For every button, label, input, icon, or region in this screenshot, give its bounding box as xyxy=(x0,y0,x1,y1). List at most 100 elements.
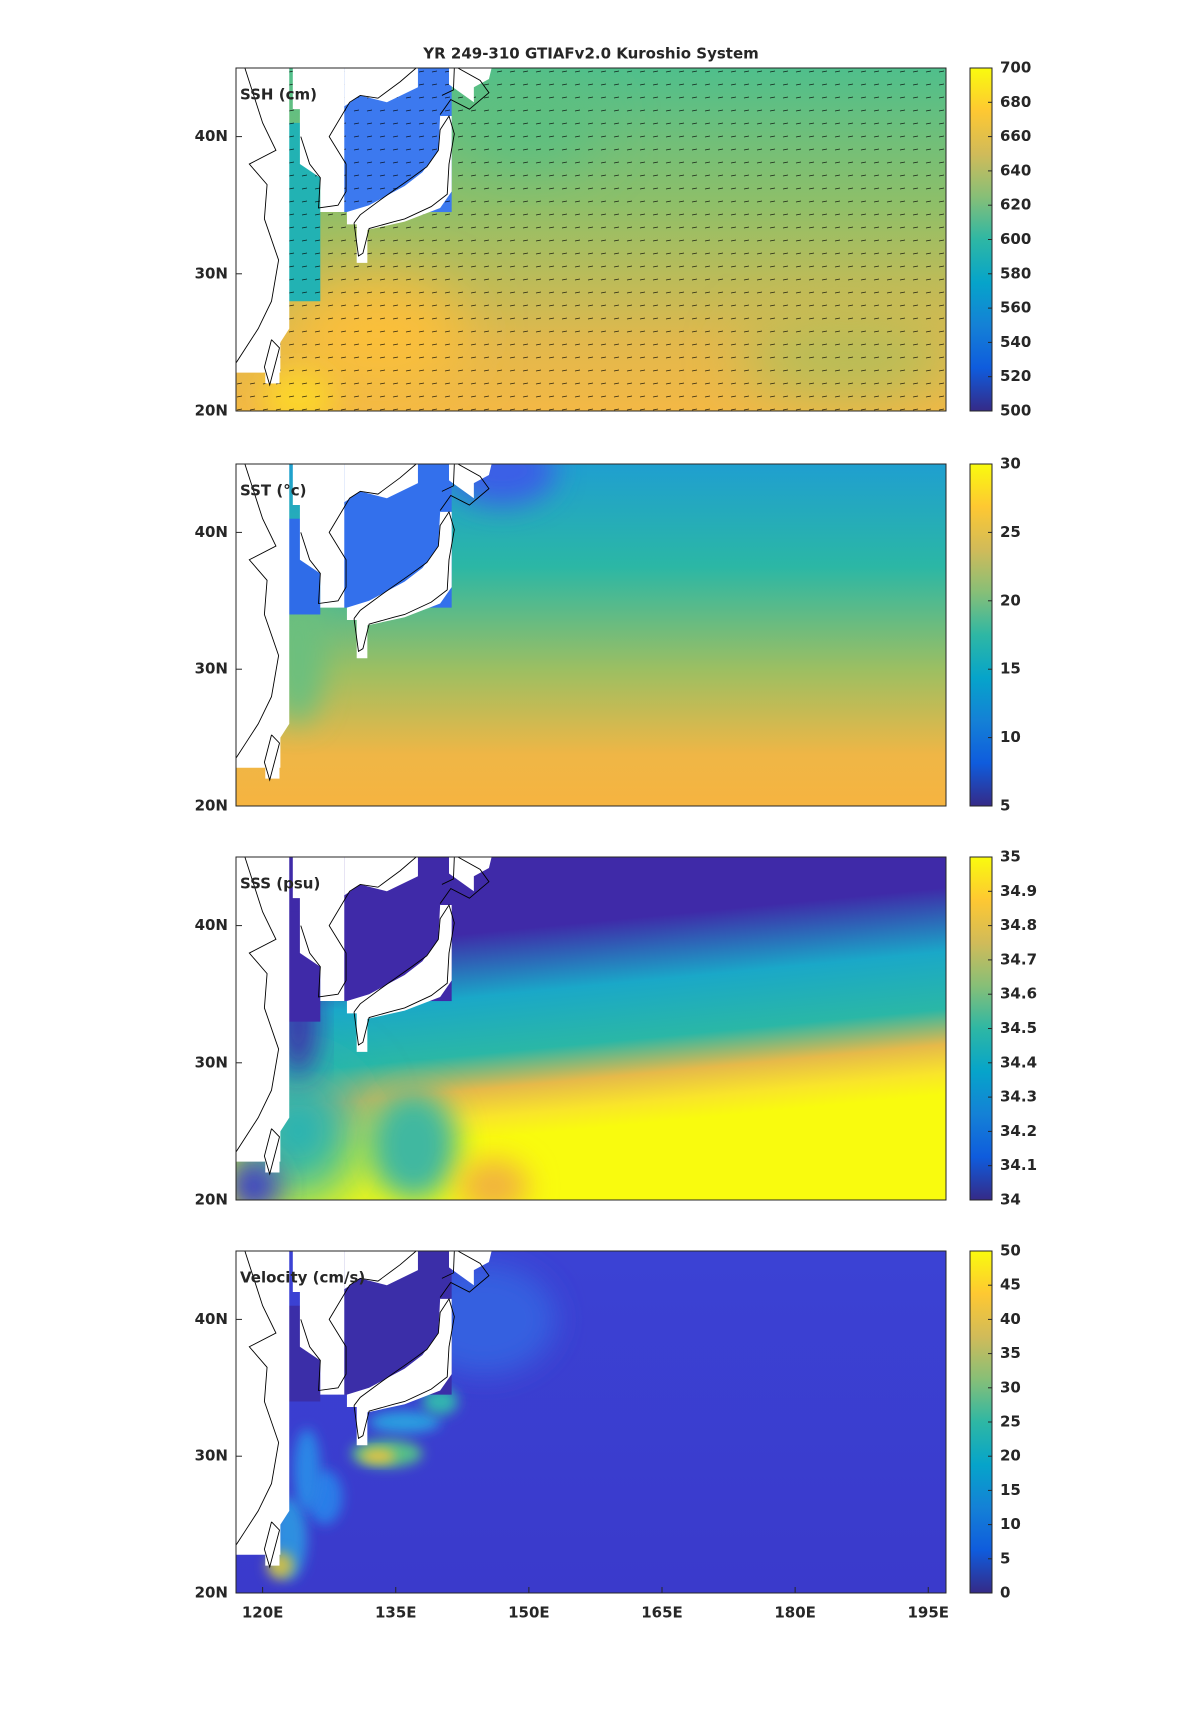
figure-title: YR 249-310 GTIAFv2.0 Kuroshio System xyxy=(422,45,759,63)
colorbar-tick-label: 25 xyxy=(1000,1413,1021,1431)
axes-frame xyxy=(235,463,947,807)
coastline xyxy=(263,1128,280,1176)
x-tick-label: 195E xyxy=(907,1604,949,1622)
map-panel xyxy=(236,1251,946,1593)
colorbar-tick-label: 520 xyxy=(1000,367,1031,385)
axes-frame xyxy=(235,856,947,1201)
land xyxy=(427,464,492,499)
field-feature xyxy=(360,1449,396,1464)
y-tick-label: 30N xyxy=(195,660,228,678)
field-feature xyxy=(293,1428,321,1511)
colorbar-tick-label: 10 xyxy=(1000,1515,1021,1533)
coastline xyxy=(263,734,280,782)
land xyxy=(236,1251,290,1555)
y-tick-label: 20N xyxy=(195,1191,228,1209)
x-tick-label: 150E xyxy=(508,1604,550,1622)
land xyxy=(344,857,418,896)
colorbar-tick-label: 45 xyxy=(1000,1276,1021,1294)
land xyxy=(427,68,492,103)
colorbar-tick-label: 15 xyxy=(1000,660,1021,678)
colorbar-tick-label: 20 xyxy=(1000,1447,1021,1465)
colorbar-tick-label: 540 xyxy=(1000,333,1031,351)
y-tick-label: 30N xyxy=(195,1053,228,1071)
coastline xyxy=(353,903,455,1046)
map-panel xyxy=(236,857,946,1200)
coastline xyxy=(439,464,490,511)
coastline xyxy=(439,1251,490,1298)
colorbar-tick-label: 30 xyxy=(1000,455,1021,473)
coastline xyxy=(353,510,455,653)
colorbar-tick-label: 600 xyxy=(1000,230,1031,248)
map-panel xyxy=(236,68,946,411)
land xyxy=(346,511,452,659)
land xyxy=(292,857,345,1002)
colorbar-tick-label: 50 xyxy=(1000,1242,1021,1260)
coastline xyxy=(439,857,490,904)
land xyxy=(236,857,290,1162)
colorbar-tick-label: 15 xyxy=(1000,1481,1021,1499)
colorbar-tick-label: 640 xyxy=(1000,161,1031,179)
colorbar-tick-label: 10 xyxy=(1000,728,1021,746)
colorbar-tick-label: 580 xyxy=(1000,264,1031,282)
land xyxy=(344,68,418,107)
colorbar-tick-label: 20 xyxy=(1000,591,1021,609)
land xyxy=(292,464,345,608)
land xyxy=(346,1298,452,1446)
colorbar-tick-label: 34.8 xyxy=(1000,916,1037,934)
colorbar-tick-label: 34.2 xyxy=(1000,1122,1037,1140)
y-tick-label: 40N xyxy=(195,523,228,541)
land xyxy=(346,905,452,1052)
map-panel xyxy=(236,464,946,806)
y-tick-label: 40N xyxy=(195,916,228,934)
colorbar-tick-label: 500 xyxy=(1000,402,1031,420)
panel-label: SSH (cm) xyxy=(240,86,317,104)
colorbar-tick-label: 680 xyxy=(1000,93,1031,111)
colorbar-tick-label: 34.1 xyxy=(1000,1156,1037,1174)
colorbar-tick-label: 560 xyxy=(1000,299,1031,317)
coastline xyxy=(263,1521,280,1569)
land xyxy=(236,464,290,768)
axes-frame xyxy=(235,67,947,412)
colorbar-tick-label: 40 xyxy=(1000,1310,1021,1328)
panel-label: SST (°c) xyxy=(240,482,307,500)
y-tick-label: 40N xyxy=(195,1310,228,1328)
x-tick-label: 165E xyxy=(641,1604,683,1622)
coastline xyxy=(236,68,280,364)
colorbar-tick-label: 34.5 xyxy=(1000,1019,1037,1037)
coastline xyxy=(300,1251,417,1392)
land xyxy=(292,1251,345,1395)
coastline xyxy=(353,114,455,257)
colorbar-tick-label: 5 xyxy=(1000,797,1010,815)
coastline xyxy=(353,1297,455,1440)
colorbar-tick-label: 34.6 xyxy=(1000,985,1037,1003)
colorbar-tick-label: 34.7 xyxy=(1000,950,1037,968)
land xyxy=(344,464,418,503)
panel-label: SSS (psu) xyxy=(240,875,320,893)
coastline xyxy=(236,1251,280,1546)
colorbar-tick-label: 35 xyxy=(1000,848,1021,866)
y-tick-label: 40N xyxy=(195,127,228,145)
y-tick-label: 20N xyxy=(195,797,228,815)
x-tick-label: 135E xyxy=(375,1604,417,1622)
x-tick-label: 180E xyxy=(774,1604,816,1622)
land xyxy=(427,1251,492,1286)
field-feature xyxy=(369,1090,458,1200)
colorbar-tick-label: 660 xyxy=(1000,127,1031,145)
colorbar-tick-label: 34.9 xyxy=(1000,882,1037,900)
coastline xyxy=(439,68,490,115)
field-feature xyxy=(369,1411,441,1433)
colorbar-tick-label: 5 xyxy=(1000,1549,1010,1567)
land xyxy=(427,857,492,892)
coastline xyxy=(236,857,280,1153)
current-vectors xyxy=(236,68,946,411)
land xyxy=(236,68,290,373)
field-feature xyxy=(457,1158,529,1200)
coastline xyxy=(300,857,417,998)
y-tick-label: 20N xyxy=(195,402,228,420)
colorbar-tick-label: 34.3 xyxy=(1000,1088,1037,1106)
colorbar-tick-label: 25 xyxy=(1000,523,1021,541)
land xyxy=(292,68,345,213)
x-tick-label: 120E xyxy=(242,1604,284,1622)
colorbar-tick-label: 30 xyxy=(1000,1378,1021,1396)
